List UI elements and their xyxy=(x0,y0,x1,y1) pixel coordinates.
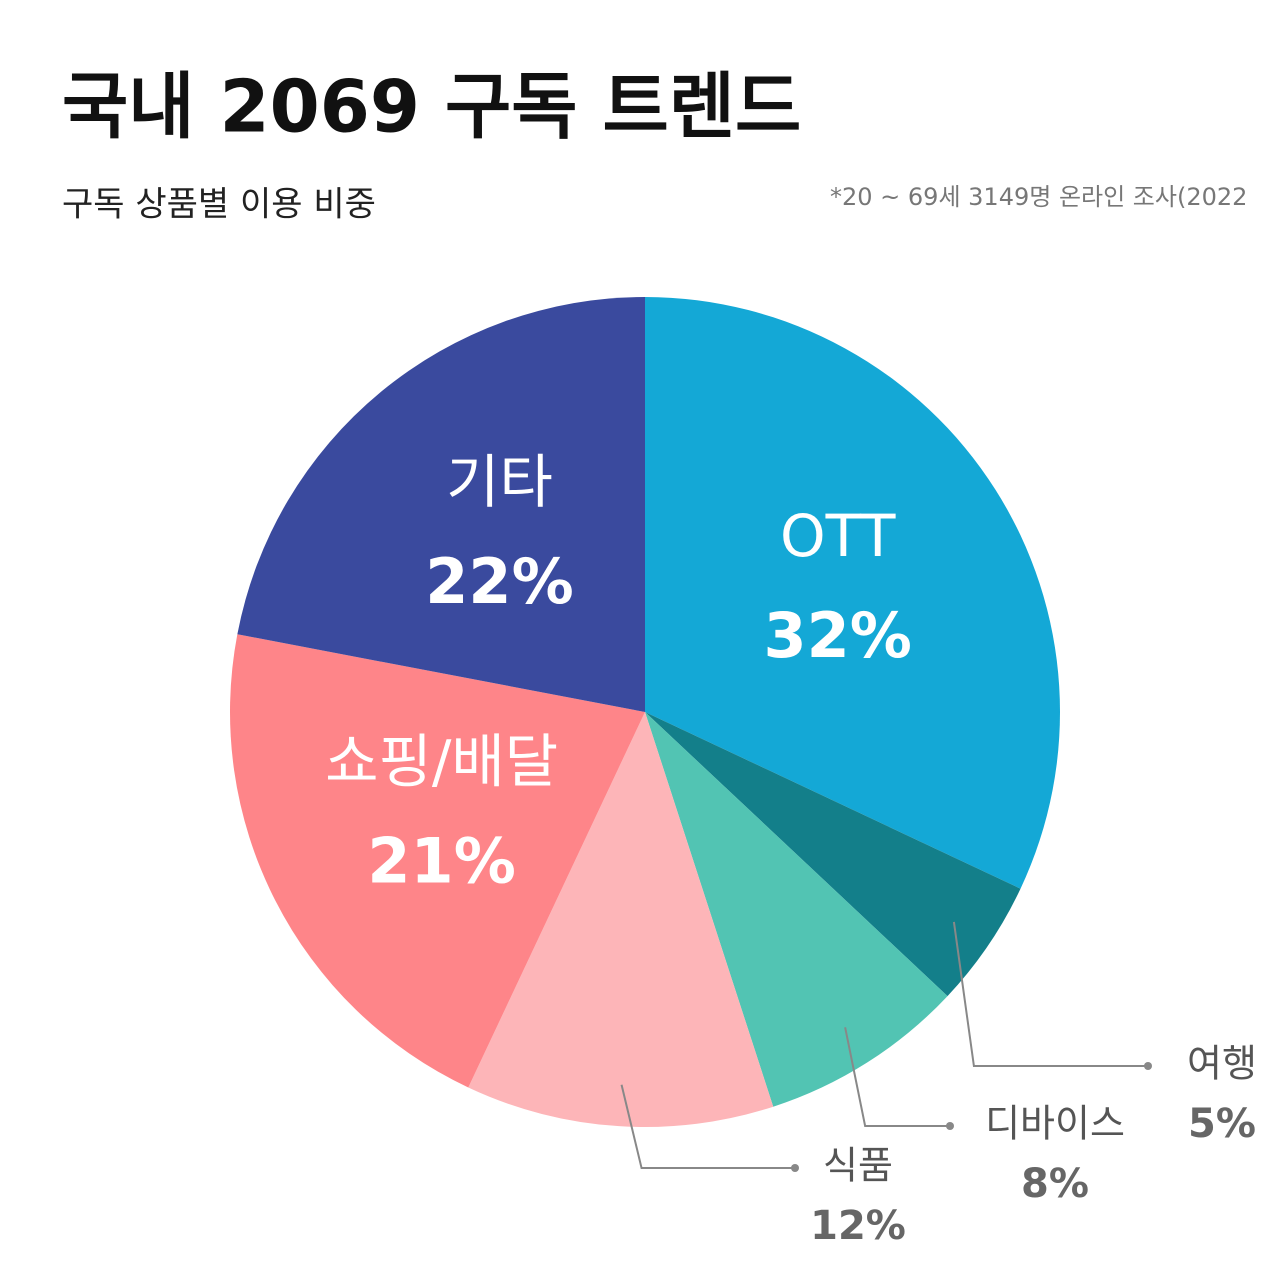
slice-value-label: 21% xyxy=(367,825,515,898)
leader-dot xyxy=(1144,1062,1152,1070)
pie-slice xyxy=(645,712,1021,997)
pie-slice xyxy=(645,297,1060,889)
slice-value-label: 22% xyxy=(425,545,573,618)
pie-slice xyxy=(645,712,948,1107)
slice-label: 쇼핑/배달 xyxy=(325,728,558,796)
slice-value-label: 12% xyxy=(810,1203,906,1249)
slice-value-label: 5% xyxy=(1188,1101,1256,1147)
slice-value-label: 8% xyxy=(1021,1161,1089,1207)
slice-label: 디바이스 xyxy=(985,1102,1125,1146)
slice-label: 여행 xyxy=(1187,1042,1257,1086)
slice-value-label: 32% xyxy=(764,599,912,672)
leader-line xyxy=(620,1084,795,1169)
leader-dot xyxy=(946,1122,954,1130)
slice-label: 기타 xyxy=(446,448,553,516)
pie-slice xyxy=(230,634,645,1088)
chart-note: *20 ~ 69세 3149명 온라인 조사(2022 xyxy=(830,183,1247,211)
chart-title: 국내 2069 구독 트렌드 xyxy=(62,65,801,149)
slice-label: 식품 xyxy=(823,1144,893,1188)
pie-slice xyxy=(237,297,646,712)
leader-line xyxy=(952,921,1148,1067)
slice-label: OTT xyxy=(780,502,896,570)
leader-dot xyxy=(791,1164,799,1172)
chart-subtitle: 구독 상품별 이용 비중 xyxy=(62,185,376,225)
leader-line xyxy=(844,1027,950,1127)
pie-slice xyxy=(468,712,774,1127)
